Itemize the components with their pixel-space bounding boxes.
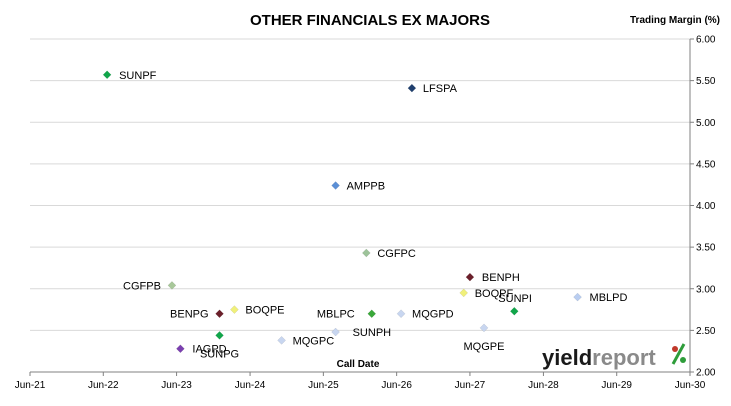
logo-text-dark: yield [542, 345, 592, 370]
axes: 2.00 2.50 3.00 3.50 4.00 4.50 5.00 5.50 6.00 Jun-… [15, 35, 716, 392]
data-point [102, 70, 112, 80]
data-label: MQGPC [293, 335, 335, 347]
data-label: BENPH [482, 272, 520, 284]
x-tick-label: Jun-25 [308, 380, 339, 391]
y-tick-label: 3.50 [696, 243, 716, 254]
x-tick-label: Jun-30 [675, 380, 706, 391]
data-label: MBLPD [590, 292, 628, 304]
data-point [331, 327, 340, 337]
data-point [465, 272, 475, 282]
x-tick-label: Jun-23 [161, 380, 192, 391]
x-tick-label: Jun-24 [235, 380, 266, 391]
data-points: SUNPF LFSPA AMPPB CGFPC BENPH CGFPB BOQPF MBLPD… [102, 70, 628, 360]
data-point [361, 248, 371, 258]
percent-slash [671, 343, 686, 365]
data-point [277, 336, 286, 345]
y-tick-label: 4.00 [696, 201, 716, 212]
y-tick-label: 6.00 [696, 35, 716, 46]
data-point [396, 309, 406, 319]
data-label: SUNPI [498, 293, 532, 305]
data-label: BOQPF [475, 288, 514, 300]
y-tick-label: 5.50 [696, 76, 716, 87]
data-label: MQGPD [412, 309, 454, 321]
x-tick-label: Jun-26 [381, 380, 412, 391]
data-point [331, 181, 340, 190]
y-tick-label: 4.50 [696, 159, 716, 170]
data-label: BENPG [170, 309, 209, 321]
x-tick-label: Jun-27 [455, 380, 486, 391]
data-label: MBLPC [317, 309, 355, 321]
chart-title: OTHER FINANCIALS EX MAJORS [250, 12, 490, 29]
data-label: SUNPF [119, 70, 157, 82]
data-label: SUNPH [353, 327, 392, 339]
data-point [367, 309, 377, 319]
data-point [230, 305, 239, 314]
data-point [459, 288, 469, 298]
logo-wordmark: yieldreport [542, 345, 656, 370]
percent-dot-top [672, 346, 678, 352]
data-point [215, 331, 224, 340]
data-point [573, 292, 582, 302]
grid [30, 38, 690, 373]
x-axis-title: Call Date [337, 359, 380, 370]
y-tick-label: 5.00 [696, 118, 716, 129]
data-label: MQGPE [464, 341, 505, 353]
data-label: IAGPD [192, 344, 226, 356]
y-tick-label: 3.00 [696, 284, 716, 295]
logo-text-light: report [592, 345, 656, 370]
data-point [167, 281, 177, 290]
data-label: BOQPE [245, 305, 284, 317]
data-label: CGFPC [377, 248, 416, 260]
x-tick-label: Jun-28 [528, 380, 559, 391]
data-point [509, 306, 519, 316]
data-point [479, 323, 489, 333]
yieldreport-logo: yieldreport [542, 343, 686, 370]
x-tick-label: Jun-29 [601, 380, 632, 391]
percent-dot-bottom [680, 357, 686, 363]
data-label: LFSPA [423, 83, 458, 95]
percent-icon [671, 343, 686, 365]
x-tick-label: Jun-22 [88, 380, 119, 391]
data-label: SUNPG [200, 348, 239, 360]
data-label: AMPPB [347, 181, 386, 193]
y-axis-title: Trading Margin (%) [630, 15, 720, 26]
y-tick-label: 2.00 [696, 368, 716, 379]
data-point [407, 83, 417, 93]
x-tick-label: Jun-21 [15, 380, 46, 391]
data-point [215, 309, 224, 319]
data-point [176, 344, 185, 354]
y-tick-label: 2.50 [696, 326, 716, 337]
data-label: CGFPB [123, 280, 161, 292]
